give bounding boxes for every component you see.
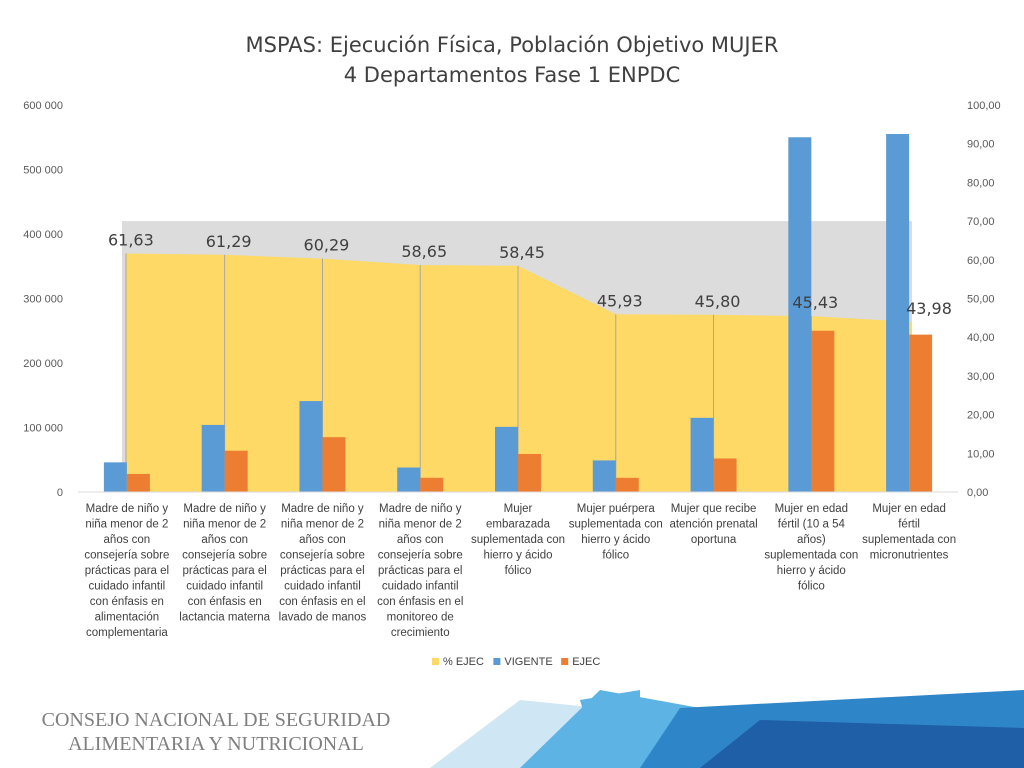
legend-label: % EJEC xyxy=(443,656,484,668)
y-secondary-tick-label: 30,00 xyxy=(967,371,995,383)
y-secondary-tick-label: 60,00 xyxy=(967,255,995,267)
pct-data-label: 61,29 xyxy=(206,232,252,251)
organization-name: CONSEJO NACIONAL DE SEGURIDAD ALIMENTARI… xyxy=(20,708,412,756)
organization-name-line-2: ALIMENTARIA Y NUTRICIONAL xyxy=(68,733,364,755)
category-label: Mujer embarazada suplementada con hierro y … xyxy=(471,503,565,577)
bar-ejec xyxy=(713,458,737,492)
ribbon-shape xyxy=(700,720,1024,768)
bar-vigente xyxy=(592,460,616,492)
bar-vigente xyxy=(103,462,127,492)
bar-ejec xyxy=(126,473,150,492)
legend-swatch xyxy=(432,658,439,665)
y-secondary-tick-label: 50,00 xyxy=(967,294,995,306)
category-label: Madre de niño y niña menor de 2 años con co… xyxy=(377,503,463,639)
pct-data-label: 45,43 xyxy=(792,293,838,312)
chart-subtitle: 4 Departamentos Fase 1 ENPDC xyxy=(344,63,681,87)
bar-vigente xyxy=(495,426,518,492)
bar-ejec xyxy=(811,330,835,492)
bar-vigente xyxy=(788,137,812,492)
pct-data-label: 58,65 xyxy=(401,242,447,261)
y-primary-tick-label: 500 000 xyxy=(23,165,63,177)
category-label: Mujer en edad fértil suplementada con micro… xyxy=(862,503,956,562)
y-secondary-tick-label: 100,00 xyxy=(967,100,1001,112)
bars-layer xyxy=(103,134,933,492)
pct-data-label: 43,98 xyxy=(906,299,952,318)
legend-label: EJEC xyxy=(572,656,600,668)
y-primary-tick-label: 200 000 xyxy=(23,358,63,370)
y-secondary-tick-label: 70,00 xyxy=(967,216,995,228)
footer-ribbon-decoration xyxy=(430,690,1024,768)
bar-vigente xyxy=(201,424,225,492)
category-label: Madre de niño y niña menor de 2 años con co… xyxy=(84,503,169,639)
bar-ejec xyxy=(518,453,541,492)
category-label: Madre de niño y niña menor de 2 años con co… xyxy=(179,503,270,624)
ribbon-shape xyxy=(580,690,640,768)
y-primary-tick-label: 600 000 xyxy=(23,100,63,112)
pct-data-label: 61,63 xyxy=(108,230,154,249)
category-label: Mujer puérpera suplementada con hierro y á… xyxy=(569,503,663,562)
bar-vigente xyxy=(690,417,714,492)
bar-vigente xyxy=(299,401,323,492)
pct-labels-layer: 61,63 61,29 60,29 58,65 58,45 45,93 45,80 45,43… xyxy=(108,230,952,317)
bar-ejec xyxy=(420,477,444,492)
y-primary-tick-label: 400 000 xyxy=(23,229,63,241)
bar-ejec xyxy=(909,334,933,492)
legend-label: VIGENTE xyxy=(504,656,552,668)
category-label: Madre de niño y niña menor de 2 años con co… xyxy=(279,503,367,624)
bar-ejec xyxy=(224,450,248,492)
y-secondary-tick-label: 90,00 xyxy=(967,139,995,151)
pct-data-label: 58,45 xyxy=(499,243,545,262)
y-secondary-tick-label: 10,00 xyxy=(967,448,995,460)
category-label: Mujer que recibe atención prenatal oportun… xyxy=(669,503,757,546)
bar-vigente xyxy=(886,134,910,492)
axes-layer: 0 100 000 200 000 300 000 400 000 500 000 600 … xyxy=(23,100,1000,639)
pct-data-label: 45,93 xyxy=(597,291,643,310)
legend-swatch xyxy=(561,658,569,665)
bar-vigente xyxy=(397,467,421,492)
pct-data-label: 60,29 xyxy=(304,236,350,255)
category-label: Mujer en edad fértil (10 a 54 años) supleme… xyxy=(764,503,858,593)
y-primary-tick-label: 300 000 xyxy=(23,294,63,306)
legend: % EJEC VIGENTE EJEC xyxy=(432,656,600,668)
organization-name-line-1: CONSEJO NACIONAL DE SEGURIDAD xyxy=(41,709,391,731)
y-secondary-tick-label: 0,00 xyxy=(967,487,988,499)
bar-ejec xyxy=(322,437,346,492)
chart-title: MSPAS: Ejecución Física, Población Objet… xyxy=(246,33,779,57)
y-primary-tick-label: 0 xyxy=(57,487,63,499)
bar-ejec xyxy=(615,477,639,492)
y-secondary-tick-label: 40,00 xyxy=(967,332,995,344)
y-primary-tick-label: 100 000 xyxy=(23,423,63,435)
y-secondary-tick-label: 80,00 xyxy=(967,177,995,189)
legend-swatch xyxy=(493,658,501,665)
y-secondary-tick-label: 20,00 xyxy=(967,410,995,422)
pct-data-label: 45,80 xyxy=(695,292,741,311)
